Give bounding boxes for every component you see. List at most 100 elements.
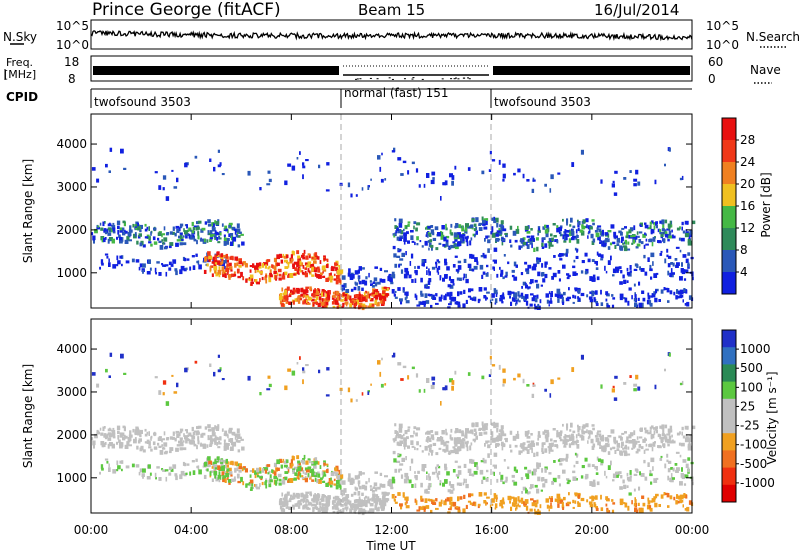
power-data-cell [404, 267, 409, 273]
power-data-cell [302, 256, 306, 260]
power-data-cell [421, 245, 424, 248]
velocity-data-cell [129, 430, 132, 435]
velocity-data-cell [139, 429, 143, 434]
velocity-data-cell [435, 452, 439, 456]
velocity-data-cell [127, 437, 132, 442]
power-data-cell [118, 234, 121, 238]
power-data-cell [501, 239, 506, 242]
power-data-cell [207, 251, 211, 256]
power-data-cell [613, 192, 618, 196]
power-data-cell [315, 291, 320, 296]
velocity-data-cell [663, 437, 665, 440]
velocity-data-cell [594, 465, 597, 469]
velocity-data-cell [411, 445, 415, 448]
power-data-cell [244, 263, 248, 268]
velocity-data-cell [111, 429, 116, 435]
power-data-cell [511, 269, 515, 273]
power-data-cell [221, 266, 225, 272]
power-data-cell [471, 226, 474, 230]
power-data-cell [176, 239, 181, 242]
velocity-data-cell [186, 438, 190, 442]
velocity-data-cell [157, 437, 162, 441]
power-data-cell [499, 224, 503, 228]
velocity-data-cell [564, 438, 568, 444]
colorbar-tick-label: 16 [740, 199, 755, 213]
freq-tick-top: 18 [64, 55, 79, 69]
power-data-cell [214, 236, 217, 240]
power-data-cell [408, 274, 412, 279]
power-data-cell [321, 298, 324, 303]
velocity-data-cell [633, 488, 636, 492]
velocity-data-cell [540, 489, 543, 492]
power-data-cell [249, 274, 254, 279]
power-data-cell [341, 275, 346, 280]
power-data-cell [364, 280, 368, 286]
velocity-data-cell [423, 388, 426, 393]
velocity-data-cell [437, 437, 441, 442]
power-data-cell [185, 233, 188, 239]
velocity-data-cell [358, 471, 362, 476]
colorbar-tick-label: 8 [740, 243, 748, 257]
velocity-data-cell [322, 474, 327, 477]
velocity-data-cell [464, 441, 469, 445]
velocity-data-cell [411, 484, 414, 488]
nsky-tick-bottom: 10^0 [56, 38, 89, 52]
power-data-cell [482, 252, 485, 256]
power-data-cell [289, 273, 294, 278]
velocity-data-cell [548, 450, 551, 454]
velocity-data-cell [302, 470, 305, 474]
velocity-data-cell [314, 457, 318, 461]
velocity-data-cell [463, 439, 466, 442]
power-data-cell [223, 265, 226, 270]
power-data-cell [174, 268, 178, 272]
power-data-cell [597, 225, 602, 228]
power-data-cell [108, 229, 111, 232]
power-data-cell [660, 250, 663, 253]
power-data-cell [669, 220, 672, 224]
power-data-cell [522, 281, 526, 286]
velocity-data-cell [374, 487, 378, 492]
velocity-data-cell [180, 470, 185, 476]
velocity-data-cell [217, 437, 222, 441]
velocity-data-cell [620, 445, 623, 448]
velocity-data-cell [371, 497, 375, 500]
velocity-data-cell [481, 479, 484, 484]
power-data-cell [394, 232, 397, 236]
power-data-cell [324, 304, 327, 308]
power-data-cell [454, 237, 458, 242]
power-data-cell [207, 223, 212, 227]
power-data-cell [375, 289, 379, 293]
velocity-data-cell [123, 372, 127, 375]
velocity-data-cell [225, 442, 230, 446]
power-data-cell [417, 265, 420, 269]
power-data-cell [638, 281, 641, 286]
velocity-data-cell [580, 354, 584, 360]
velocity-data-cell [156, 466, 160, 469]
velocity-data-cell [91, 437, 94, 441]
power-data-cell [607, 233, 610, 238]
power-data-cell [403, 228, 405, 232]
velocity-data-cell [660, 494, 664, 499]
power-data-cell [551, 291, 553, 294]
power-data-cell [619, 281, 623, 285]
power-data-cell [469, 288, 474, 292]
power-data-cell [548, 300, 553, 304]
power-data-cell [425, 283, 428, 288]
power-data-cell [360, 302, 363, 308]
velocity-data-cell [326, 498, 331, 503]
power-data-cell [225, 228, 228, 232]
power-data-cell [459, 291, 463, 295]
power-data-cell [623, 245, 627, 248]
power-data-cell [548, 241, 553, 246]
power-data-cell [532, 238, 535, 242]
power-data-cell [650, 276, 653, 280]
power-data-cell [256, 270, 260, 273]
power-data-cell [197, 260, 200, 265]
velocity-data-cell [108, 434, 111, 437]
power-data-cell [230, 235, 233, 241]
velocity-data-cell [227, 479, 232, 483]
velocity-data-cell [410, 458, 414, 464]
power-data-cell [184, 162, 188, 168]
velocity-data-cell [675, 469, 679, 473]
power-data-cell [493, 247, 498, 252]
